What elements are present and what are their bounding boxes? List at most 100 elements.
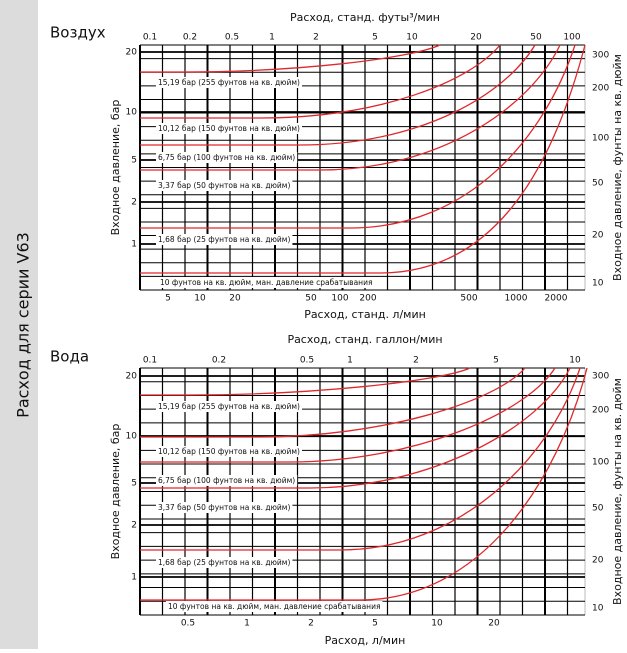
left-tick-label: 20 — [126, 372, 138, 382]
bottom-tick-label: 0.5 — [181, 619, 195, 629]
left-tick-label: 10 — [126, 432, 138, 442]
bottom-tick-label: 20 — [229, 294, 241, 304]
left-tick-label: 2 — [131, 198, 137, 208]
flow-curve — [140, 367, 588, 601]
curve-label-bg — [166, 601, 383, 612]
bottom-tick-label: 20 — [488, 619, 500, 629]
curve-label: 15,19 бар (255 фунтов на кв. дюйм) — [158, 402, 300, 411]
top-axis-title: Расход, станд. галлон/мин — [287, 333, 442, 346]
bottom-tick-label: 5 — [165, 294, 171, 304]
top-tick-label: 5 — [372, 33, 378, 43]
bottom-tick-label: 10 — [431, 619, 443, 629]
top-tick-label: 0.2 — [212, 356, 226, 366]
bottom-tick-label: 2 — [308, 619, 314, 629]
left-tick-label: 5 — [131, 479, 137, 489]
top-tick-label: 10 — [569, 356, 581, 366]
left-tick-label: 5 — [131, 156, 137, 166]
right-tick-label: 300 — [592, 372, 609, 382]
curve-label: 10 фунтов на кв. дюйм, ман. давление сра… — [168, 602, 380, 611]
right-tick-label: 100 — [592, 458, 609, 468]
top-tick-label: 50 — [530, 33, 542, 43]
bottom-tick-label: 5 — [372, 619, 378, 629]
curve-label: 3,37 бар (50 фунтов на кв. дюйм) — [158, 503, 290, 512]
curve-label: 15,19 бар (255 фунтов на кв. дюйм) — [158, 78, 300, 87]
right-tick-label: 100 — [592, 134, 609, 144]
side-band — [0, 0, 38, 649]
right-tick-label: 300 — [592, 51, 609, 61]
top-axis-title: Расход, станд. футы³/мин — [290, 11, 440, 24]
right-axis-title: Входное давление, фунты на кв. дюйм — [611, 54, 624, 281]
left-tick-label: 1 — [131, 240, 137, 250]
panel-name: Вода — [50, 348, 89, 366]
bottom-axis-title: Расход, станд. л/мин — [304, 308, 426, 321]
curve-label: 6,75 бар (100 фунтов на кв. дюйм) — [158, 476, 295, 485]
flow-curve — [140, 44, 586, 274]
left-tick-label: 1 — [131, 573, 137, 583]
top-tick-label: 2 — [313, 33, 319, 43]
curve-label-bg — [156, 180, 293, 191]
right-tick-label: 50 — [592, 504, 604, 514]
curve-label: 10 фунтов на кв. дюйм, ман. давление сра… — [160, 278, 372, 287]
curve-label-bg — [156, 77, 302, 88]
bottom-tick-label: 1 — [244, 619, 250, 629]
curve-label: 3,37 бар (50 фунтов на кв. дюйм) — [158, 181, 290, 190]
right-tick-label: 10 — [592, 279, 604, 289]
top-tick-label: 0.5 — [225, 33, 239, 43]
bottom-tick-label: 500 — [460, 294, 477, 304]
flow-curve — [140, 44, 561, 171]
flow-curve — [140, 367, 471, 396]
top-tick-label: 0.1 — [143, 33, 157, 43]
right-tick-label: 200 — [592, 84, 609, 94]
bottom-tick-label: 200 — [359, 294, 376, 304]
top-tick-label: 5 — [493, 356, 499, 366]
flow-curve — [140, 44, 501, 119]
panel-name: Воздух — [50, 24, 106, 42]
curve-label: 1,68 бар (25 фунтов на кв. дюйм) — [158, 235, 290, 244]
right-tick-label: 50 — [592, 179, 604, 189]
top-tick-label: 0.2 — [183, 33, 197, 43]
top-tick-label: 10 — [406, 33, 418, 43]
bottom-axis-title: Расход, л/мин — [325, 634, 406, 647]
curve-label-bg — [156, 234, 293, 245]
curve-label-bg — [156, 446, 302, 457]
bottom-tick-label: 100 — [331, 294, 348, 304]
curve-label: 10,12 бар (150 фунтов на кв. дюйм) — [158, 124, 300, 133]
top-tick-label: 100 — [563, 33, 580, 43]
curve-label-bg — [156, 401, 302, 412]
bottom-tick-label: 10 — [194, 294, 206, 304]
flow-curve — [140, 367, 526, 438]
top-tick-label: 2 — [413, 356, 419, 366]
right-tick-label: 200 — [592, 406, 609, 416]
curve-label-bg — [156, 152, 298, 163]
flow-curve — [140, 367, 556, 463]
flow-curve — [140, 367, 571, 489]
right-tick-label: 20 — [592, 231, 604, 241]
curve-label-bg — [156, 557, 293, 568]
top-tick-label: 20 — [470, 33, 482, 43]
left-tick-label: 10 — [126, 108, 138, 118]
left-axis-title: Входное давление, бар — [109, 424, 122, 560]
left-tick-label: 20 — [126, 48, 138, 58]
flow-curve — [140, 44, 441, 73]
flow-curve — [140, 44, 576, 229]
curve-label: 1,68 бар (25 фунтов на кв. дюйм) — [158, 558, 290, 567]
curve-label-bg — [156, 502, 293, 513]
top-tick-label: 0.1 — [143, 356, 157, 366]
right-tick-label: 20 — [592, 556, 604, 566]
flow-curve — [140, 367, 581, 551]
top-tick-label: 1 — [347, 356, 353, 366]
curve-label-bg — [156, 475, 298, 486]
left-axis-title: Входное давление, бар — [109, 100, 122, 236]
side-title: Расход для серии V63 — [14, 232, 33, 418]
curve-label-bg — [158, 277, 375, 288]
top-tick-label: 0.5 — [300, 356, 314, 366]
curve-label: 10,12 бар (150 фунтов на кв. дюйм) — [158, 447, 300, 456]
curve-label-bg — [156, 123, 302, 134]
right-axis-title: Входное давление, фунты на кв. дюйм — [611, 378, 624, 605]
top-tick-label: 1 — [269, 33, 275, 43]
bottom-tick-label: 2000 — [545, 294, 568, 304]
flow-curve — [140, 44, 536, 146]
right-tick-label: 10 — [592, 604, 604, 614]
left-tick-label: 2 — [131, 521, 137, 531]
